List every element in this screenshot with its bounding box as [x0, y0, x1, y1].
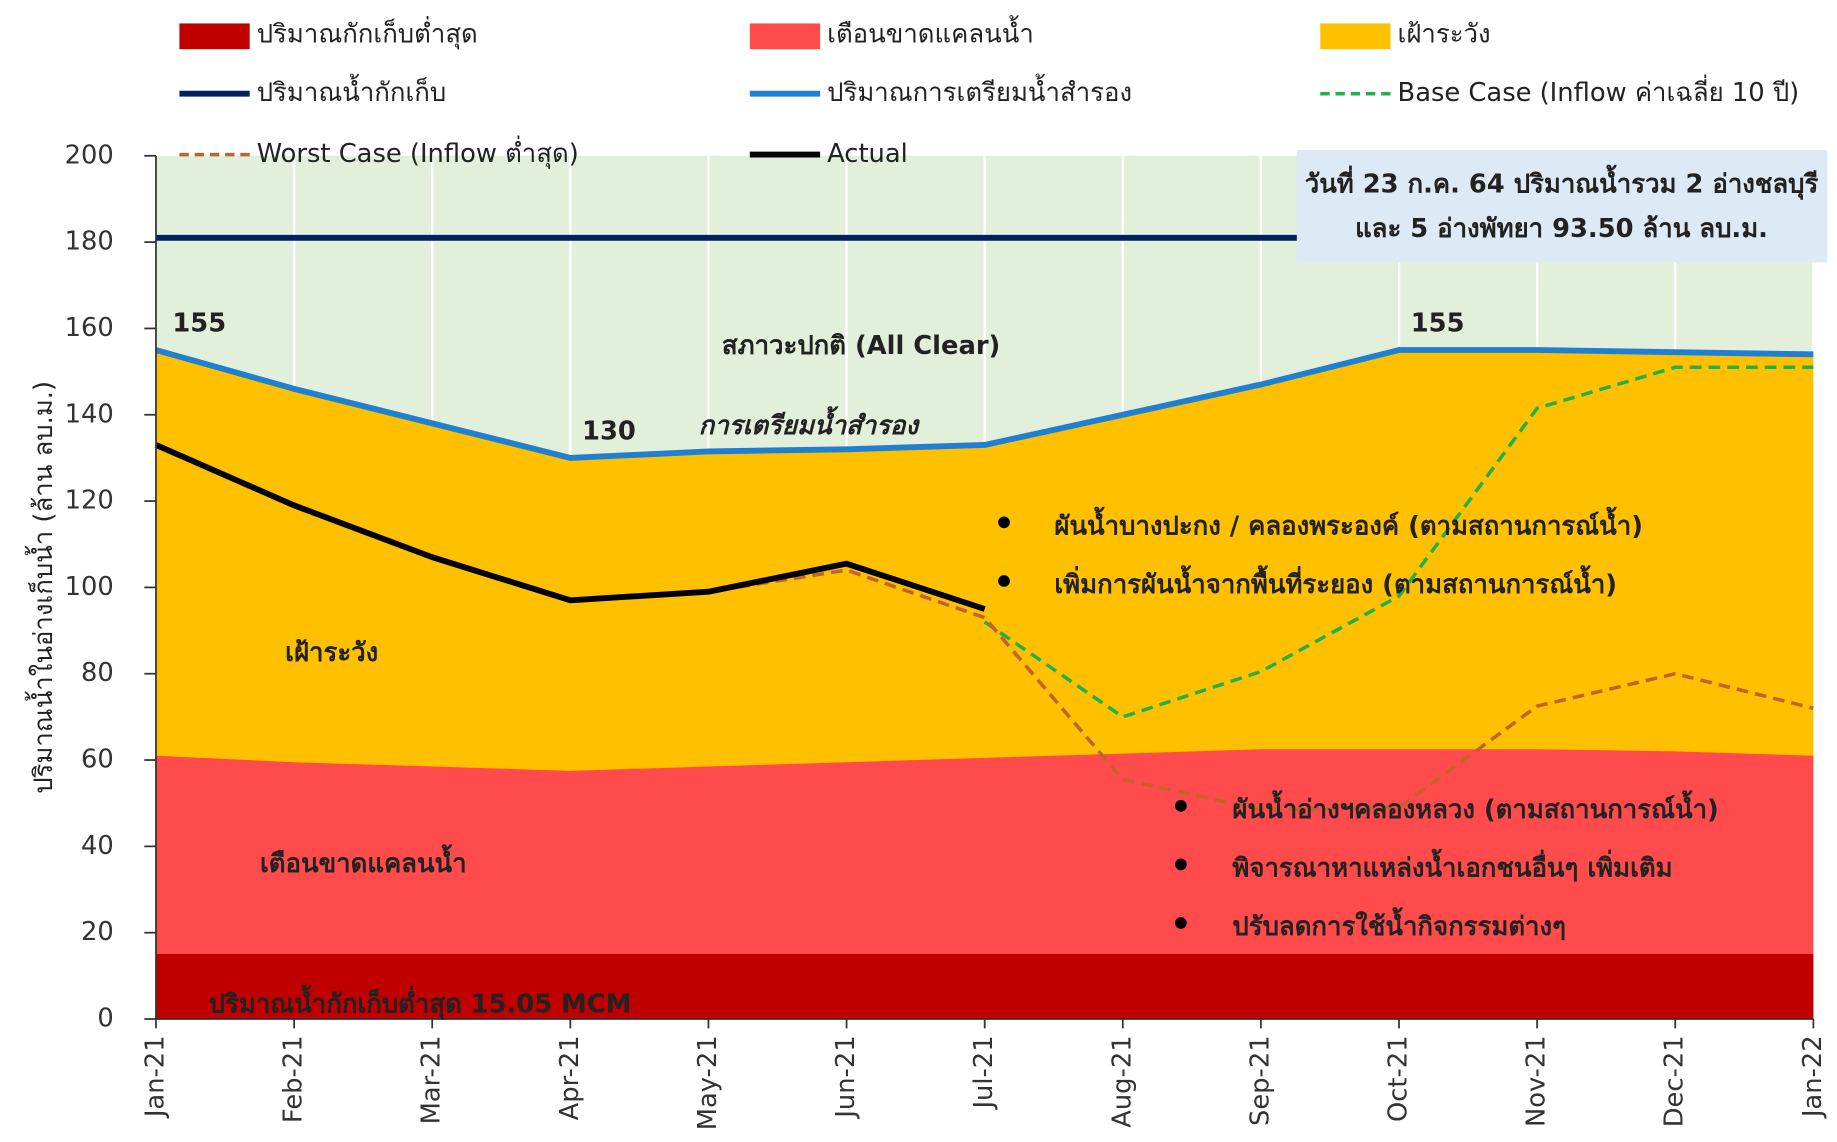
legend-swatch: [1320, 23, 1391, 50]
x-tick-label: Oct-21: [1384, 1035, 1414, 1122]
series-line: [155, 347, 1814, 461]
area: [155, 954, 1814, 1020]
y-tick-label: 200: [65, 140, 114, 170]
x-tick-label: Dec-21: [1660, 1035, 1690, 1127]
area: [155, 749, 1814, 1020]
legend-label: Base Case (Inflow ค่าเฉลี่ย 10 ปี): [1398, 74, 1800, 108]
y-tick-label: 40: [81, 831, 114, 861]
x-tick-label: Jun-21: [831, 1035, 861, 1119]
info-text: และ 5 อ่างพัทยา 93.50 ล้าน ลบ.ม.: [1355, 214, 1768, 244]
bullet: [1175, 858, 1187, 871]
legend-label: Worst Case (Inflow ต่ำสุด): [257, 135, 579, 169]
watch-label: เฝ้าระวัง: [285, 638, 378, 668]
x-tick-label: Jul-21: [969, 1035, 999, 1110]
data-label: 130: [582, 417, 636, 447]
bullet-text: พิจารณาหาแหล่งน้ำเอกชนอื่นๆ เพิ่มเติม: [1232, 849, 1672, 884]
y-axis-label: ปริมาณน้ำในอ่างเก็บน้ำ (ล้าน ลบ.ม.): [25, 381, 59, 794]
x-tick-label: Nov-21: [1522, 1035, 1552, 1127]
bullet-text: เพิ่มการผันน้ำจากพื้นที่ระยอง (ตามสถานกา…: [1054, 565, 1617, 600]
data-label: 155: [172, 309, 226, 339]
info-box: [1296, 149, 1828, 263]
bullet: [998, 516, 1010, 529]
y-tick-label: 0: [97, 1004, 113, 1034]
legend-label: ปริมาณน้ำกักเก็บ: [257, 74, 446, 108]
bullet-text: ผันน้ำอ่างฯคลองหลวง (ตามสถานการณ์น้ำ): [1232, 790, 1718, 825]
bullet: [1175, 799, 1187, 812]
legend-label: ปริมาณการเตรียมน้ำสำรอง: [827, 74, 1132, 108]
x-tick-label: Mar-21: [417, 1035, 447, 1124]
warning-label: เตือนขาดแคลนน้ำ: [260, 844, 467, 879]
y-tick-label: 100: [65, 572, 114, 602]
bullet-text: ปรับลดการใช้น้ำกิจกรรมต่างๆ: [1232, 907, 1566, 942]
x-tick-label: Jan-22: [1798, 1035, 1828, 1119]
x-tick-label: Feb-21: [279, 1035, 309, 1123]
info-text: วันที่ 23 ก.ค. 64 ปริมาณน้ำรวม 2 อ่างชลบ…: [1305, 165, 1819, 201]
legend-swatch: [179, 23, 250, 50]
y-tick-label: 120: [65, 486, 114, 516]
legend-swatch: [749, 23, 821, 50]
legend-label: ปริมาณกักเก็บต่ำสุด: [257, 16, 478, 50]
series-line: [154, 442, 986, 612]
y-tick-label: 180: [65, 227, 114, 257]
x-tick-label: Aug-21: [1107, 1035, 1137, 1127]
bullet: [1175, 917, 1187, 929]
bullet: [998, 575, 1010, 587]
y-tick-label: 80: [81, 658, 114, 688]
series-line: [983, 365, 1814, 719]
y-tick-label: 160: [65, 313, 114, 343]
zone-label: สภาวะปกติ (All Clear): [722, 331, 1000, 361]
prep-label: การเตรียมน้ำสำรอง: [699, 406, 921, 441]
x-tick-label: Apr-21: [555, 1035, 585, 1120]
y-tick-label: 60: [81, 745, 114, 775]
y-tick-label: 140: [65, 399, 114, 429]
series-line: [570, 568, 1814, 812]
min-label: ปริมาณน้ำกักเก็บต่ำสุด 15.05 MCM: [209, 984, 632, 1020]
legend-label: Actual: [827, 139, 908, 169]
bullet-text: ผันน้ำบางปะกง / คลองพระองค์ (ตามสถานการณ…: [1054, 507, 1643, 542]
legend-label: เตือนขาดแคลนน้ำ: [827, 16, 1034, 50]
y-tick-label: 20: [81, 917, 114, 947]
x-tick-label: Sep-21: [1245, 1035, 1275, 1126]
x-tick-label: May-21: [693, 1035, 723, 1130]
data-label: 155: [1411, 309, 1465, 339]
legend-label: เฝ้าระวัง: [1398, 20, 1491, 50]
x-tick-label: Jan-21: [140, 1035, 170, 1119]
